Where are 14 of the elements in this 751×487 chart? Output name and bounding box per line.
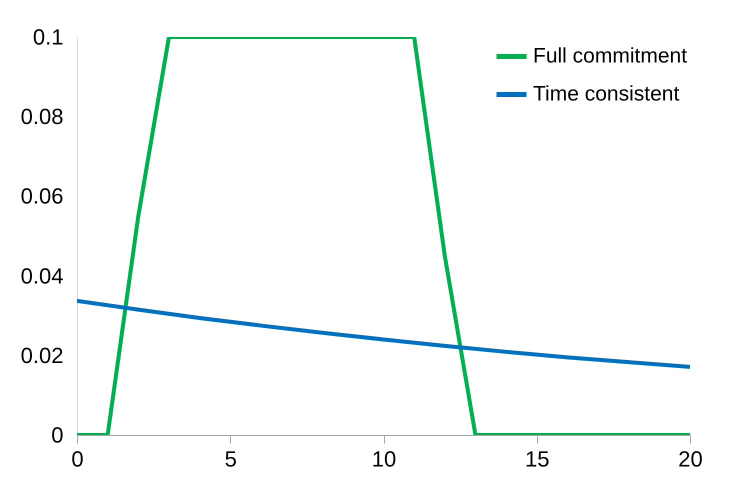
y-tick-label: 0.06 [20,184,64,209]
y-tick-label: 0.08 [20,104,64,130]
y-tick-label: 0.1 [32,24,64,50]
line-series [77,298,690,369]
x-tick-label: 20 [678,446,703,472]
legend-label: Full commitment [533,44,688,68]
legend-label: Time consistent [533,82,680,106]
x-tick-label: 0 [71,446,84,472]
x-tick-label: 5 [224,446,237,472]
y-tick-label: 0.04 [20,263,64,288]
y-tick-label: 0 [51,422,64,448]
y-tick-label: 0.02 [20,342,64,368]
x-tick-label: 15 [525,446,550,472]
x-tick-label: 10 [372,446,396,472]
